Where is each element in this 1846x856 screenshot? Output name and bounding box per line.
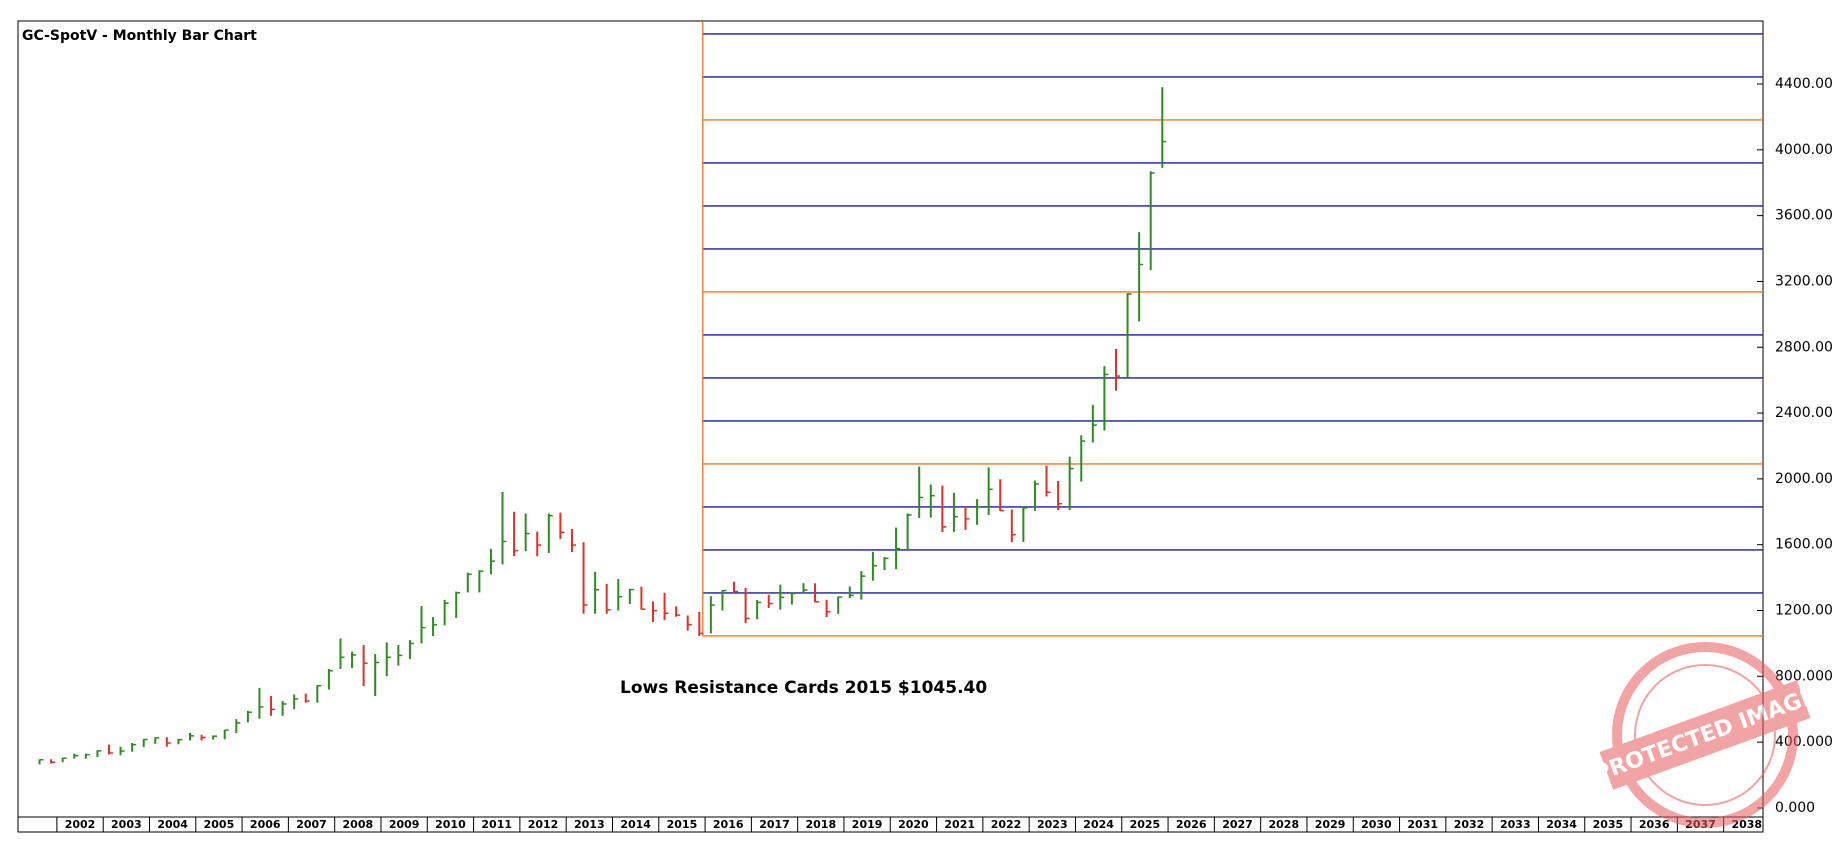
x-tick-label: 2007	[296, 818, 327, 831]
x-tick-label: 2014	[620, 818, 651, 831]
y-tick-label: 4400.00	[1775, 76, 1833, 92]
x-tick-label: 2009	[389, 818, 420, 831]
x-tick-label: 2013	[574, 818, 605, 831]
y-tick-label: 3200.00	[1775, 273, 1833, 289]
x-tick-label: 2008	[343, 818, 374, 831]
x-tick-label: 2005	[204, 818, 235, 831]
chart-title: GC-SpotV - Monthly Bar Chart	[22, 28, 257, 44]
x-tick-label: 2035	[1593, 818, 1624, 831]
x-tick-label: 2032	[1454, 818, 1485, 831]
x-tick-label: 2029	[1315, 818, 1346, 831]
y-tick-label: 2400.00	[1775, 405, 1833, 421]
x-tick-label: 2004	[157, 818, 188, 831]
plot-frame	[17, 20, 1764, 833]
x-tick-label: 2003	[111, 818, 142, 831]
x-tick-label: 2012	[528, 818, 559, 831]
marks: 2002 2003 2004 2005 2006 2007 2008 2009 2010 2011…	[38, 21, 1833, 832]
x-tick-label: 2026	[1176, 818, 1207, 831]
x-tick-label: 2002	[65, 818, 96, 831]
x-tick-label: 2006	[250, 818, 281, 831]
stamp-band	[1599, 680, 1811, 790]
x-tick-label: 2018	[806, 818, 837, 831]
x-tick-label: 2031	[1407, 818, 1438, 831]
y-tick-label: 2800.00	[1775, 339, 1833, 355]
x-tick-label: 2011	[481, 818, 512, 831]
annotation: Lows Resistance Cards 2015 $1045.40	[620, 678, 987, 698]
x-tick-label: 2024	[1083, 818, 1114, 831]
x-tick-label: 2015	[667, 818, 698, 831]
x-tick-label: 2020	[898, 818, 929, 831]
y-tick-label: 0.000	[1775, 800, 1815, 816]
y-tick-label: 400.000	[1775, 734, 1833, 750]
x-tick-label: 2022	[991, 818, 1022, 831]
x-tick-label: 2021	[944, 818, 975, 831]
x-tick-label: 2010	[435, 818, 466, 831]
x-tick-label: 2023	[1037, 818, 1068, 831]
y-tick-label: 800.000	[1775, 668, 1833, 684]
x-tick-label: 2036	[1639, 818, 1670, 831]
x-tick-label: 2034	[1546, 818, 1577, 831]
x-tick-label: 2030	[1361, 818, 1392, 831]
x-tick-label: 2017	[759, 818, 790, 831]
y-tick-label: 3600.00	[1775, 208, 1833, 224]
x-tick-label: 2033	[1500, 818, 1531, 831]
y-tick-label: 4000.00	[1775, 142, 1833, 158]
y-tick-label: 2000.00	[1775, 471, 1833, 487]
x-tick-label: 2019	[852, 818, 883, 831]
y-tick-label: 1200.00	[1775, 603, 1833, 619]
x-tick-label: 2016	[713, 818, 744, 831]
x-tick-label: 2028	[1268, 818, 1299, 831]
x-tick-label: 2027	[1222, 818, 1253, 831]
x-tick-label: 2025	[1130, 818, 1161, 831]
y-tick-label: 1600.00	[1775, 537, 1833, 553]
